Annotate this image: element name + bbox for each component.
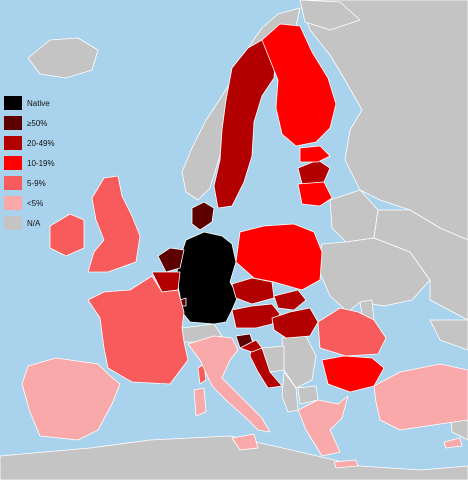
germany bbox=[175, 231, 239, 325]
legend-item: <5% bbox=[4, 194, 64, 212]
map-legend: Native ≥50% 20-49% 10-19% 5-9% <5% N/A bbox=[4, 94, 64, 234]
iceland bbox=[27, 37, 99, 79]
north-africa bbox=[0, 435, 468, 480]
legend-item: N/A bbox=[4, 214, 64, 232]
legend-swatch bbox=[4, 116, 22, 130]
crete bbox=[333, 459, 359, 469]
uk bbox=[87, 175, 141, 273]
croatia bbox=[249, 343, 283, 389]
greece bbox=[297, 395, 349, 457]
russia-south bbox=[373, 209, 468, 321]
legend-label: Native bbox=[27, 98, 50, 108]
legend-label: <5% bbox=[27, 198, 44, 208]
legend-item: 20-49% bbox=[4, 134, 64, 152]
estonia bbox=[299, 145, 331, 163]
legend-label: N/A bbox=[27, 218, 41, 228]
georgia-caucasus bbox=[429, 319, 468, 351]
legend-item: 5-9% bbox=[4, 174, 64, 192]
legend-swatch bbox=[4, 96, 22, 110]
ge50-countries bbox=[157, 201, 255, 349]
legend-swatch bbox=[4, 176, 22, 190]
legend-label: 5-9% bbox=[27, 178, 46, 188]
italy bbox=[187, 335, 271, 433]
ukraine bbox=[317, 237, 431, 313]
p5-9-countries bbox=[49, 175, 387, 385]
ireland bbox=[49, 213, 85, 257]
p20-49-countries bbox=[151, 39, 331, 389]
legend-swatch bbox=[4, 196, 22, 210]
lithuania bbox=[297, 181, 333, 207]
romania bbox=[317, 307, 387, 357]
legend-label: 20-49% bbox=[27, 138, 55, 148]
netherlands bbox=[157, 247, 185, 273]
legend-swatch bbox=[4, 156, 22, 170]
denmark bbox=[191, 201, 215, 231]
turkey bbox=[373, 363, 468, 431]
slovenia bbox=[239, 339, 263, 353]
finland bbox=[261, 23, 337, 147]
hungary bbox=[271, 307, 319, 339]
legend-swatch bbox=[4, 136, 22, 150]
sardinia bbox=[193, 387, 207, 417]
legend-swatch bbox=[4, 216, 22, 230]
slovakia bbox=[273, 289, 307, 311]
p10-19-countries bbox=[235, 23, 385, 393]
spain-portugal bbox=[21, 357, 121, 441]
france bbox=[87, 275, 189, 385]
cyprus bbox=[443, 437, 463, 449]
sicily bbox=[231, 433, 259, 451]
legend-label: 10-19% bbox=[27, 158, 55, 168]
legend-item: 10-19% bbox=[4, 154, 64, 172]
legend-item: ≥50% bbox=[4, 114, 64, 132]
czech bbox=[231, 277, 275, 305]
bulgaria bbox=[321, 355, 385, 393]
albania-montenegro bbox=[281, 371, 299, 413]
legend-label: ≥50% bbox=[27, 118, 48, 128]
kola-region bbox=[299, 0, 361, 31]
lt5-countries bbox=[21, 335, 468, 469]
legend-item: Native bbox=[4, 94, 64, 112]
poland bbox=[235, 223, 323, 291]
